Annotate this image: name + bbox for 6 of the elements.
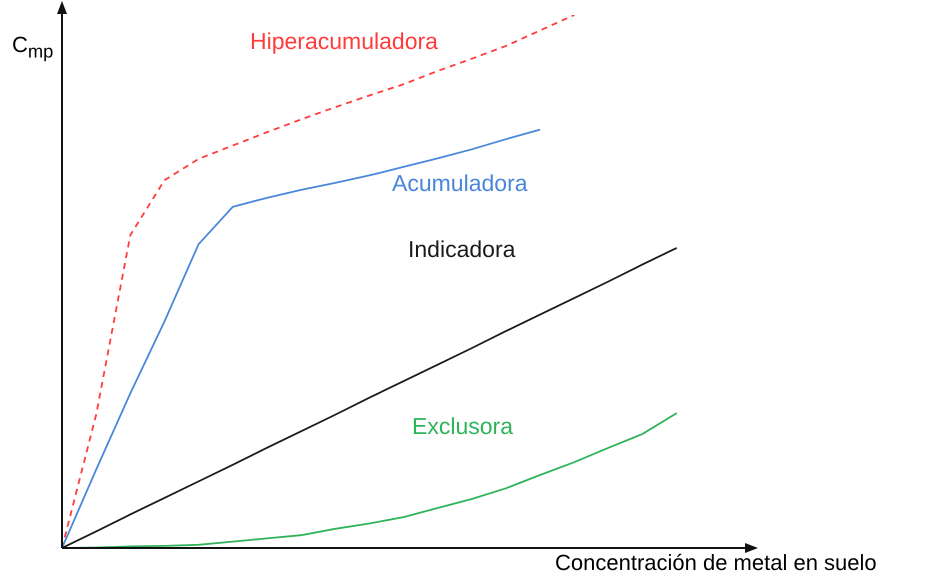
series-label: Acumuladora bbox=[392, 170, 528, 197]
y-axis-title: C$_{mp}$ bbox=[12, 32, 54, 62]
series-label: Hiperacumuladora bbox=[250, 28, 438, 55]
series-label: Exclusora bbox=[412, 413, 513, 440]
text: Indicadora bbox=[408, 236, 516, 263]
x-axis-title: Concentración de metal en suelo bbox=[555, 550, 877, 576]
